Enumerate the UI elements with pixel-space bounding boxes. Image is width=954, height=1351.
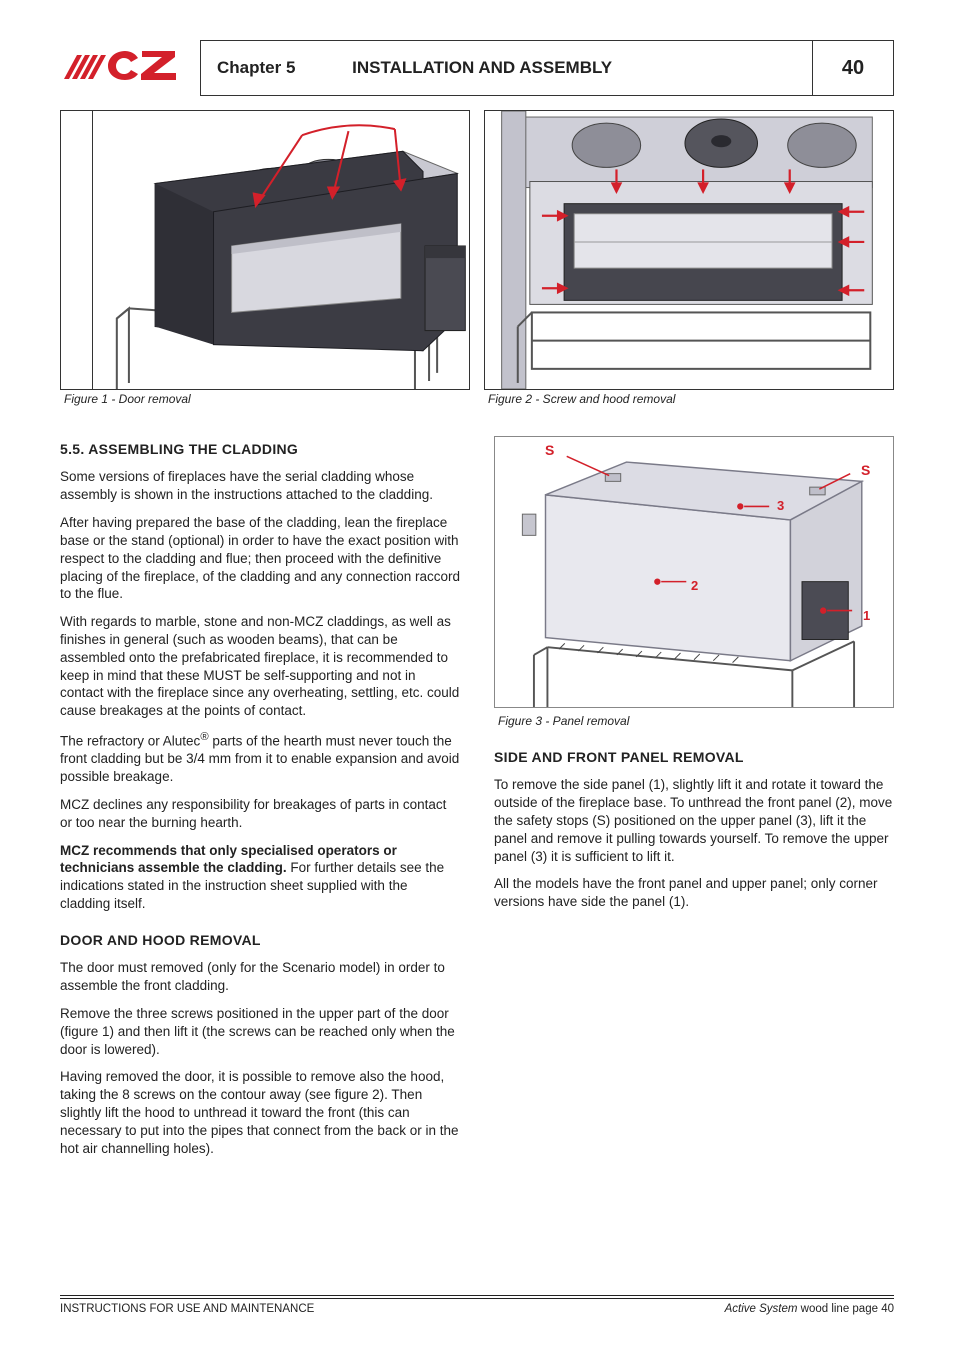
left-column: 5.5. ASSEMBLING THE CLADDING Some versio…	[60, 436, 460, 1167]
chapter-number: Chapter 5	[217, 58, 295, 77]
callout-3: 3	[777, 497, 784, 514]
rc-p1: To remove the side panel (1), slightly l…	[494, 776, 894, 865]
rc-heading: SIDE AND FRONT PANEL REMOVAL	[494, 748, 894, 766]
figure-2-caption: Figure 2 - Screw and hood removal	[484, 392, 894, 406]
mcz-logo-icon	[60, 46, 180, 90]
page-header: Chapter 5 INSTALLATION AND ASSEMBLY 40	[60, 40, 894, 96]
header-page-number: 40	[813, 41, 893, 95]
figure-1-caption: Figure 1 - Door removal	[60, 392, 470, 406]
callout-s-left: S	[545, 441, 554, 459]
lc-p6: MCZ recommends that only specialised ope…	[60, 842, 460, 913]
figure-3-box: S S 3 2 1	[494, 436, 894, 708]
chapter-name: INSTALLATION AND ASSEMBLY	[352, 58, 612, 77]
figure-1-box	[60, 110, 470, 390]
lc-sp2: Remove the three screws positioned in th…	[60, 1005, 460, 1058]
lc-p2: After having prepared the base of the cl…	[60, 514, 460, 603]
right-column: S S 3 2 1 Figure 3 - Panel removal SIDE …	[494, 436, 894, 1167]
figure-row: Figure 1 - Door removal	[60, 110, 894, 406]
figure-2-box	[484, 110, 894, 390]
subheading-door-hood: DOOR AND HOOD REMOVAL	[60, 931, 460, 949]
section-heading-5-5: 5.5. ASSEMBLING THE CLADDING	[60, 440, 460, 458]
figure-3-caption: Figure 3 - Panel removal	[494, 714, 894, 730]
lc-p1: Some versions of fireplaces have the ser…	[60, 468, 460, 504]
footer-left-text: INSTRUCTIONS FOR USE AND MAINTENANCE	[60, 1303, 314, 1315]
brand-logo	[60, 40, 200, 96]
figure-2-drawing	[485, 111, 893, 389]
lc-p4: The refractory or Alutec® parts of the h…	[60, 730, 460, 786]
footer-right-text: Active System wood line page 40	[725, 1303, 894, 1315]
figure-3-drawing	[495, 437, 893, 707]
callout-s-right: S	[861, 461, 870, 479]
lc-sp3: Having removed the door, it is possible …	[60, 1068, 460, 1157]
title-bar: Chapter 5 INSTALLATION AND ASSEMBLY 40	[200, 40, 894, 96]
lc-p3: With regards to marble, stone and non-MC…	[60, 613, 460, 720]
page-footer: INSTRUCTIONS FOR USE AND MAINTENANCE Act…	[60, 1295, 894, 1315]
callout-2: 2	[691, 577, 698, 594]
rc-p2: All the models have the front panel and …	[494, 875, 894, 911]
callout-1: 1	[863, 607, 870, 624]
lc-p5: MCZ declines any responsibility for brea…	[60, 796, 460, 832]
chapter-title: Chapter 5 INSTALLATION AND ASSEMBLY	[201, 41, 813, 95]
body-columns: 5.5. ASSEMBLING THE CLADDING Some versio…	[60, 436, 894, 1167]
figure-1-drawing	[93, 111, 469, 389]
lc-sp1: The door must removed (only for the Scen…	[60, 959, 460, 995]
